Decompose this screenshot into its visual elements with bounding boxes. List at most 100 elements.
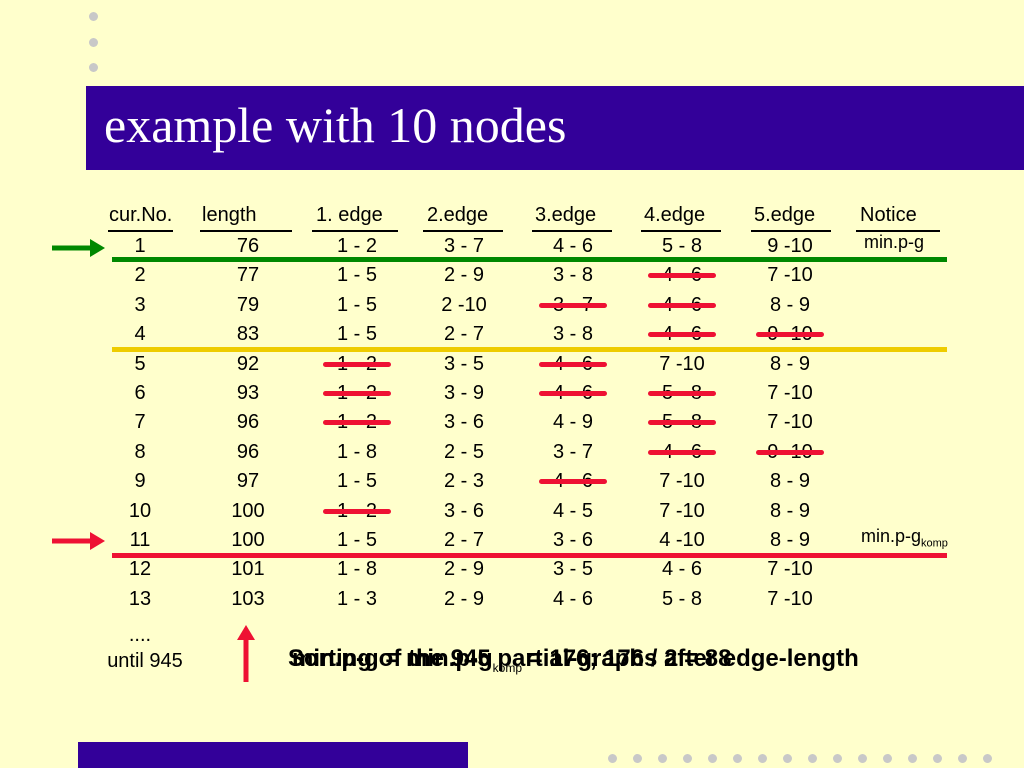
row-no: 11	[129, 529, 151, 551]
row-edge-1: 1 - 5	[336, 529, 378, 551]
bottom-bar	[78, 742, 468, 768]
row-edge-3: 3 - 6	[552, 529, 594, 551]
strike-mark	[539, 391, 607, 396]
strike-mark	[756, 332, 824, 338]
row-no: 2	[134, 264, 146, 287]
row-length: 79	[236, 293, 260, 316]
row-edge-2: 3 - 5	[443, 352, 485, 375]
row-notice: min.p-g	[864, 232, 924, 253]
bullet-dot	[89, 12, 98, 21]
row-length: 77	[236, 264, 260, 287]
header-edge-1: 1. edge	[316, 204, 383, 226]
row-edge-5: 7 -10	[767, 382, 813, 404]
row-edge-1: 1 - 5	[336, 470, 378, 493]
bullet-dot	[883, 754, 892, 763]
row-edge-5: 7 -10	[767, 587, 813, 610]
row-edge-3: 3 - 8	[552, 264, 594, 287]
bullet-dot	[833, 754, 842, 763]
bullet-dot	[89, 63, 98, 72]
row-no: 13	[128, 587, 152, 610]
row-no: 8	[134, 440, 146, 463]
row-edge-4: 7 -10	[659, 352, 705, 375]
bullet-dot	[658, 754, 667, 763]
strike-mark	[323, 508, 391, 514]
bullet-dot	[608, 754, 617, 763]
row-edge-5: 8 - 9	[769, 293, 811, 316]
row-length: 92	[236, 352, 260, 375]
row-edge-5: 9 -10	[767, 235, 813, 257]
row-length: 76	[236, 235, 260, 257]
row-length: 96	[236, 411, 260, 434]
row-edge-2: 3 - 7	[443, 235, 485, 257]
strike-mark	[323, 391, 391, 396]
row-no: 10	[128, 499, 152, 522]
header-underline	[856, 230, 940, 232]
row-edge-3: 4 - 6	[552, 587, 594, 610]
row-edge-5: 8 - 9	[769, 529, 811, 551]
until-label: until 945	[107, 650, 183, 672]
formula-suffix: = 176; 176 / 2 = 88	[522, 645, 732, 672]
row-edge-2: 2 - 7	[443, 323, 485, 346]
row-edge-2: 2 - 9	[443, 587, 485, 610]
row-notice: min.p-gkomp	[861, 526, 948, 550]
red-separator	[112, 553, 947, 558]
header-underline	[423, 230, 503, 232]
row-edge-5: 8 - 9	[769, 470, 811, 493]
red-up-arrow-icon	[237, 625, 255, 682]
row-no: 4	[134, 323, 146, 346]
bullet-dot	[958, 754, 967, 763]
strike-mark	[648, 302, 716, 308]
header-underline	[751, 230, 831, 232]
notice-subscript: komp	[921, 537, 948, 550]
bullet-dot	[733, 754, 742, 763]
row-edge-4: 7 -10	[659, 470, 705, 493]
row-no: 6	[134, 382, 146, 404]
notice-text: min.p-g	[861, 526, 922, 546]
green-separator	[112, 257, 947, 262]
strike-mark	[323, 420, 391, 426]
strike-mark	[648, 420, 716, 426]
header-edge-3: 3.edge	[535, 204, 597, 226]
row-edge-5: 8 - 9	[769, 352, 811, 375]
row-edge-1: 1 - 8	[336, 440, 378, 463]
header-edge-2: 2.edge	[427, 204, 489, 226]
row-length: 101	[231, 558, 265, 581]
row-no: 7	[134, 411, 146, 434]
row-edge-2: 2 - 9	[443, 558, 485, 581]
strike-mark	[648, 449, 716, 455]
row-edge-1: 1 - 3	[336, 587, 378, 610]
header-underline	[200, 230, 292, 232]
bullet-dot	[908, 754, 917, 763]
row-edge-3: 3 - 8	[552, 323, 594, 346]
slide-title: example with 10 nodes	[104, 97, 567, 153]
sorting-caption: Sorting of the 945 partial-graphs after …	[288, 645, 859, 672]
formula-sub: komp	[492, 660, 522, 675]
header-cur-no: cur.No.	[109, 204, 173, 226]
bullet-dot	[933, 754, 942, 763]
row-edge-5: 7 -10	[767, 558, 813, 581]
min-pg-formula: min.p-g = min.p-gkomp = 176; 176 / 2 = 8…	[292, 645, 732, 675]
row-edge-3: 4 - 5	[552, 499, 594, 522]
row-edge-2: 3 - 6	[443, 411, 485, 434]
bullet-dot	[783, 754, 792, 763]
row-length: 100	[231, 499, 265, 522]
row-edge-3: 4 - 6	[552, 235, 594, 257]
row-edge-1: 1 - 2	[336, 235, 378, 257]
title-bar: example with 10 nodes	[86, 86, 1024, 170]
notice-text: min.p-g	[864, 232, 925, 252]
header-edge-4: 4.edge	[644, 204, 706, 226]
strike-mark	[539, 479, 607, 485]
header-notice: Notice	[860, 204, 917, 226]
row-edge-4: 5 - 8	[661, 587, 703, 610]
header-underline	[108, 230, 173, 232]
ellipsis: ....	[128, 624, 152, 646]
strike-mark	[323, 361, 391, 367]
row-edge-4: 4 - 6	[661, 558, 703, 581]
header-edge-5: 5.edge	[754, 204, 816, 226]
header-underline	[312, 230, 398, 232]
row-no: 12	[128, 558, 152, 581]
strike-mark	[539, 302, 607, 308]
bullet-dot	[89, 38, 98, 47]
row-edge-2: 2 - 9	[443, 264, 485, 287]
yellow-separator	[112, 347, 947, 352]
